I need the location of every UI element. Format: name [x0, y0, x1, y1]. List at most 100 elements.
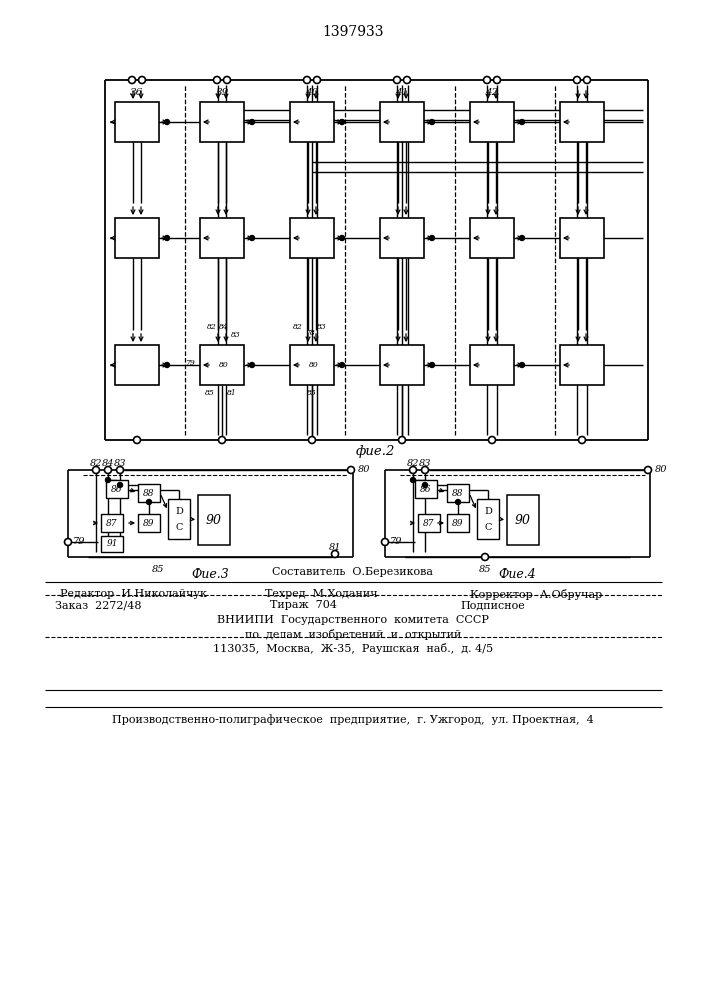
Bar: [415, 480, 437, 498]
Text: 83: 83: [231, 331, 241, 339]
Circle shape: [429, 235, 435, 240]
Bar: [290, 218, 334, 258]
Circle shape: [645, 466, 651, 474]
Circle shape: [105, 466, 112, 474]
Circle shape: [399, 436, 406, 444]
Circle shape: [139, 77, 146, 84]
Text: 90: 90: [206, 514, 222, 526]
Circle shape: [308, 436, 315, 444]
Text: ВНИИПИ  Государственного  комитета  СССР: ВНИИПИ Государственного комитета СССР: [217, 615, 489, 625]
Bar: [290, 102, 334, 142]
Circle shape: [303, 77, 310, 84]
Circle shape: [520, 119, 525, 124]
Text: 88: 88: [452, 488, 464, 497]
Circle shape: [455, 499, 460, 504]
Circle shape: [489, 436, 496, 444]
Circle shape: [93, 466, 100, 474]
Circle shape: [339, 235, 344, 240]
Circle shape: [484, 77, 491, 84]
Bar: [418, 514, 440, 532]
Circle shape: [421, 466, 428, 474]
Circle shape: [423, 483, 428, 488]
Bar: [200, 218, 244, 258]
Circle shape: [429, 362, 435, 367]
Circle shape: [481, 554, 489, 560]
Bar: [101, 514, 123, 532]
Circle shape: [223, 77, 230, 84]
Bar: [560, 345, 604, 385]
Bar: [168, 499, 190, 539]
Bar: [380, 102, 424, 142]
Bar: [470, 102, 514, 142]
Text: 81: 81: [329, 543, 341, 552]
Bar: [115, 218, 159, 258]
Bar: [138, 514, 160, 532]
Circle shape: [165, 119, 170, 124]
Bar: [560, 102, 604, 142]
Text: 1397933: 1397933: [322, 25, 384, 39]
Text: 82: 82: [407, 459, 419, 468]
Circle shape: [394, 77, 400, 84]
Circle shape: [493, 77, 501, 84]
Text: Фие.4: Фие.4: [498, 568, 537, 582]
Text: C: C: [175, 522, 182, 532]
Circle shape: [250, 119, 255, 124]
Circle shape: [134, 436, 141, 444]
Text: 89: 89: [452, 518, 464, 528]
Circle shape: [404, 77, 411, 84]
Text: по  делам  изобретений  и  открытий: по делам изобретений и открытий: [245, 629, 461, 640]
Text: Фие.3: Фие.3: [192, 568, 229, 582]
Text: C: C: [484, 522, 491, 532]
Text: Заказ  2272/48: Заказ 2272/48: [55, 600, 141, 610]
Text: Корректор  А.Обручар: Корректор А.Обручар: [470, 589, 602, 600]
Text: 42: 42: [486, 88, 498, 97]
Text: 86: 86: [420, 485, 432, 493]
Circle shape: [520, 235, 525, 240]
Text: 83: 83: [419, 459, 431, 468]
Bar: [470, 218, 514, 258]
Bar: [106, 480, 128, 498]
Text: 113035,  Москва,  Ж-35,  Раушская  наб.,  д. 4/5: 113035, Москва, Ж-35, Раушская наб., д. …: [213, 643, 493, 654]
Circle shape: [409, 466, 416, 474]
Text: 86: 86: [111, 485, 123, 493]
Circle shape: [129, 77, 136, 84]
Circle shape: [348, 466, 354, 474]
Text: 41: 41: [395, 88, 409, 97]
Text: 82: 82: [293, 323, 303, 331]
Circle shape: [64, 538, 71, 546]
Circle shape: [429, 119, 435, 124]
Circle shape: [411, 478, 416, 483]
Text: 82: 82: [207, 323, 217, 331]
Bar: [470, 345, 514, 385]
Bar: [200, 102, 244, 142]
Text: D: D: [175, 506, 183, 516]
Bar: [447, 514, 469, 532]
Bar: [507, 495, 539, 545]
Text: 36: 36: [130, 88, 144, 97]
Text: 84: 84: [102, 459, 115, 468]
Circle shape: [117, 483, 122, 488]
Bar: [200, 345, 244, 385]
Bar: [198, 495, 230, 545]
Circle shape: [583, 77, 590, 84]
Text: 85: 85: [307, 389, 317, 397]
Text: Техред  М.Ходанич: Техред М.Ходанич: [265, 589, 378, 599]
Text: 79: 79: [185, 359, 195, 367]
Circle shape: [573, 77, 580, 84]
Text: 80: 80: [358, 466, 370, 475]
Circle shape: [250, 362, 255, 367]
Text: 78: 78: [305, 329, 315, 337]
Circle shape: [250, 235, 255, 240]
Text: 87: 87: [423, 518, 435, 528]
Circle shape: [165, 362, 170, 367]
Circle shape: [332, 550, 339, 558]
Circle shape: [339, 362, 344, 367]
Bar: [560, 218, 604, 258]
Text: 83: 83: [317, 323, 327, 331]
Text: 91: 91: [106, 540, 118, 548]
Text: 85: 85: [152, 565, 164, 574]
Circle shape: [313, 77, 320, 84]
Circle shape: [165, 235, 170, 240]
Text: 39: 39: [216, 88, 228, 97]
Circle shape: [146, 499, 151, 504]
